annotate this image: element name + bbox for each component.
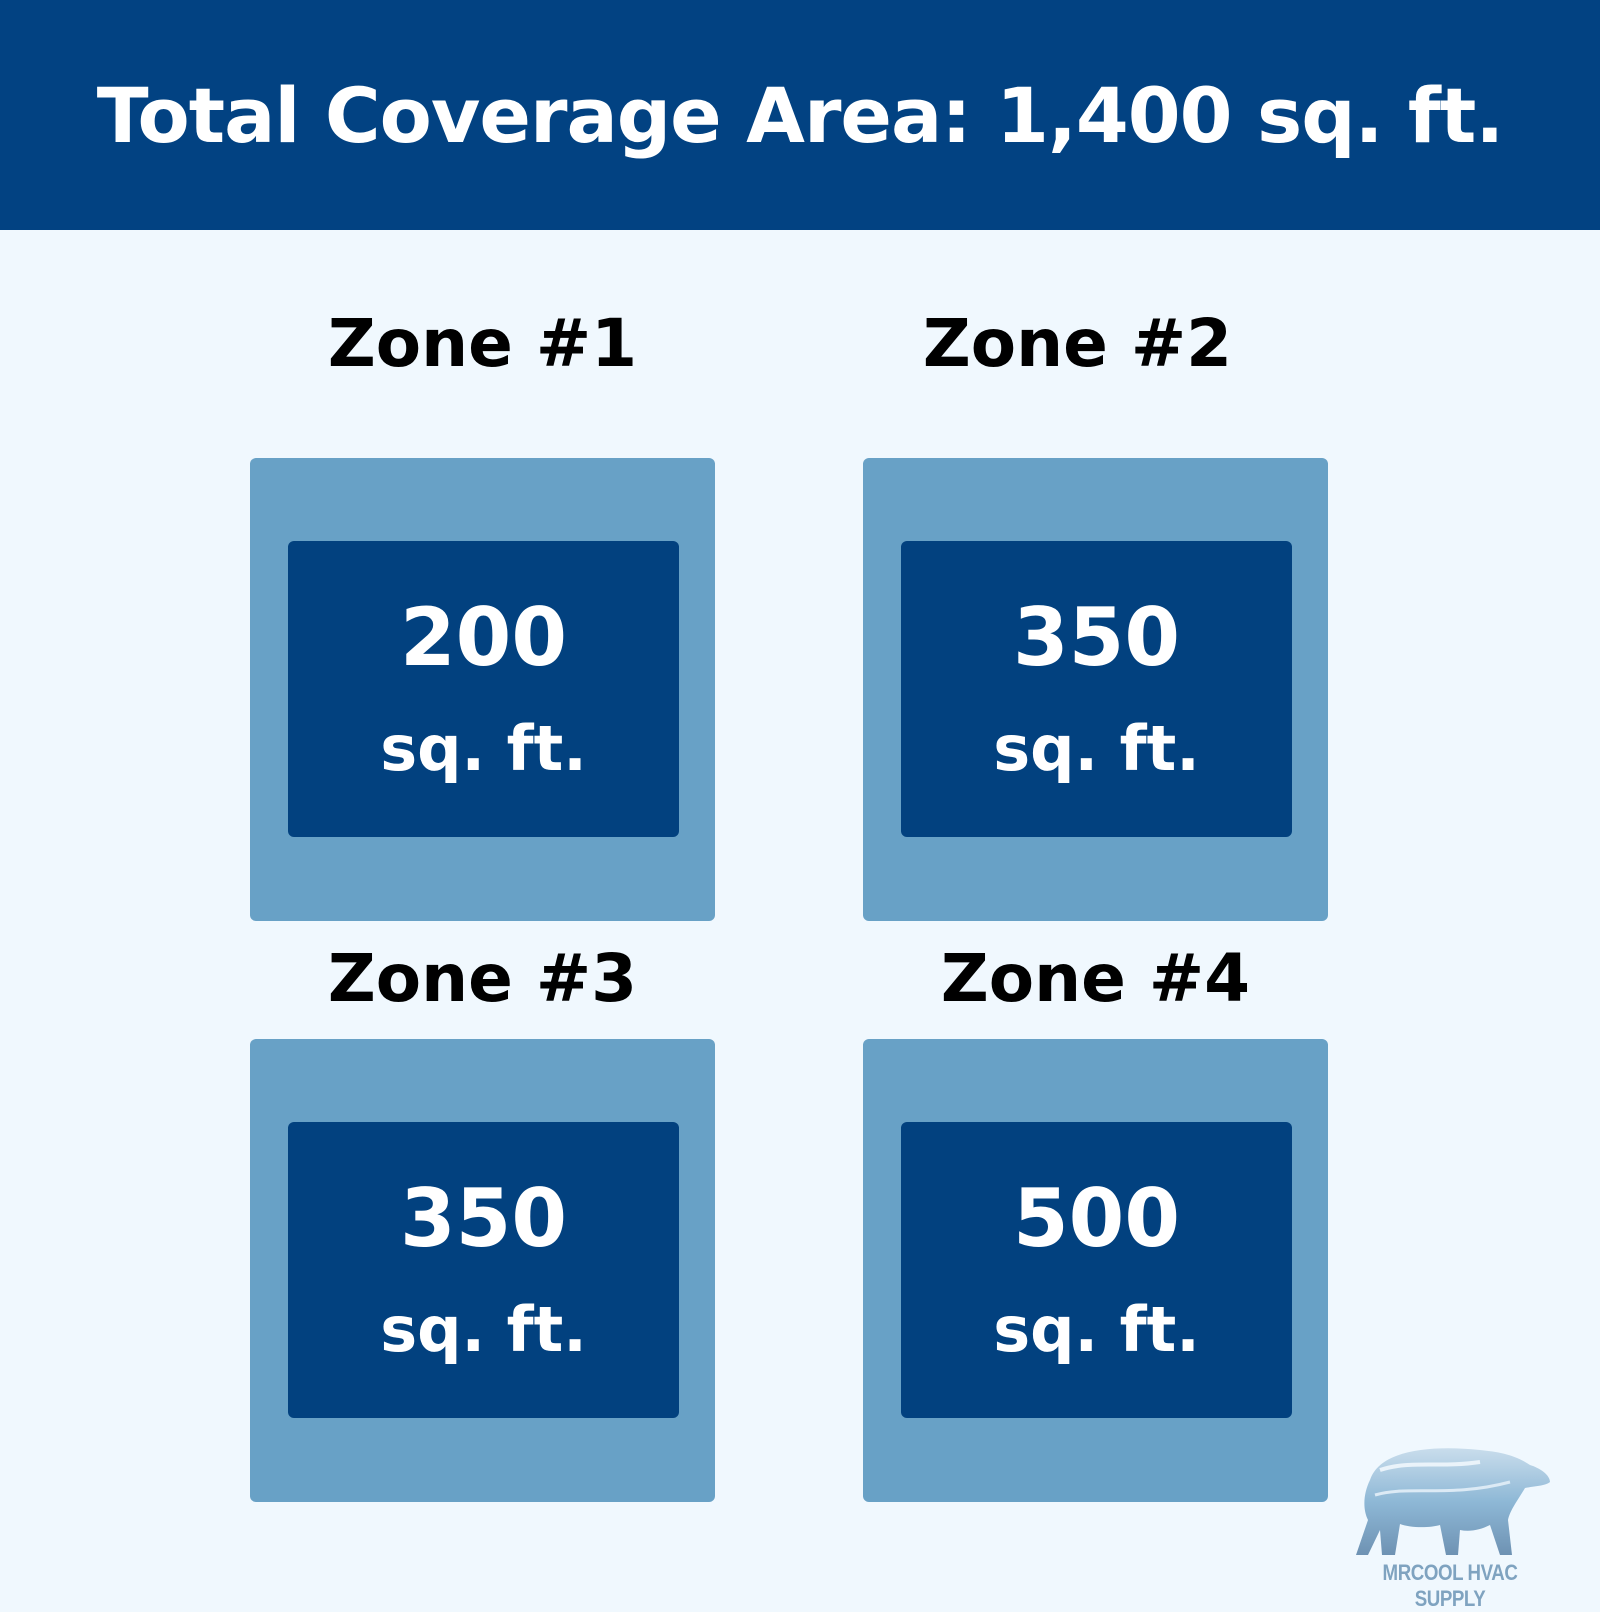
zone-4-title: Zone #4 (940, 940, 1251, 1017)
zone-4-box: 500 sq. ft. (863, 1039, 1328, 1502)
zone-1-unit: sq. ft. (380, 712, 587, 785)
zone-4-value-panel: 500 sq. ft. (901, 1122, 1292, 1418)
zone-2-value: 350 (1013, 591, 1180, 684)
zone-2-value-panel: 350 sq. ft. (901, 541, 1292, 837)
zone-2-title: Zone #2 (922, 305, 1233, 382)
zone-1-title: Zone #1 (327, 305, 638, 382)
zone-3-value-panel: 350 sq. ft. (288, 1122, 679, 1418)
zone-1-value-panel: 200 sq. ft. (288, 541, 679, 837)
logo-text: MRCOOL HVAC SUPPLY (1382, 1560, 1518, 1611)
zone-1-value: 200 (400, 591, 567, 684)
zone-3-box: 350 sq. ft. (250, 1039, 715, 1502)
zone-3-value: 350 (400, 1172, 567, 1265)
zone-4-value: 500 (1013, 1172, 1180, 1265)
zone-4-unit: sq. ft. (993, 1293, 1200, 1366)
zone-3-title: Zone #3 (327, 940, 638, 1017)
polar-bear-icon (1356, 1448, 1550, 1555)
zone-3-unit: sq. ft. (380, 1293, 587, 1366)
zone-2-unit: sq. ft. (993, 712, 1200, 785)
zone-2-box: 350 sq. ft. (863, 458, 1328, 921)
zone-1-box: 200 sq. ft. (250, 458, 715, 921)
header-banner: Total Coverage Area: 1,400 sq. ft. (0, 0, 1600, 230)
page-title: Total Coverage Area: 1,400 sq. ft. (96, 70, 1504, 160)
